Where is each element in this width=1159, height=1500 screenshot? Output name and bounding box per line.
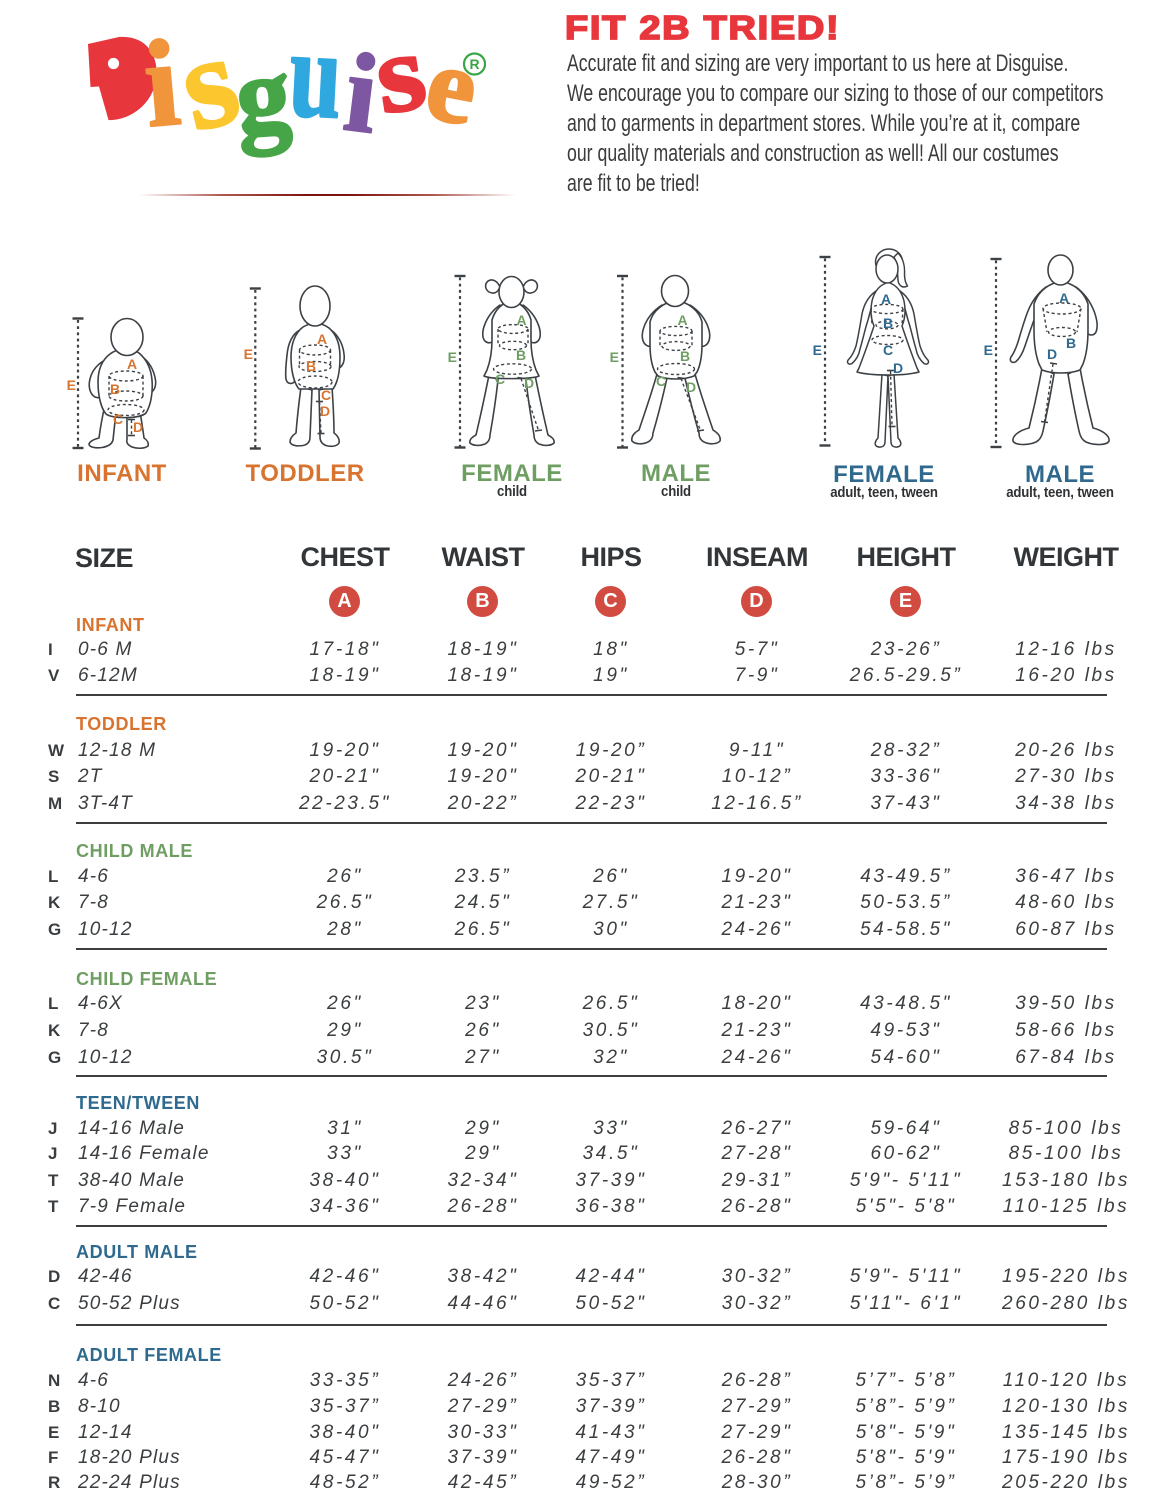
svg-text:u: u bbox=[286, 25, 345, 144]
svg-text:E: E bbox=[813, 342, 822, 358]
svg-text:A: A bbox=[1059, 290, 1069, 306]
svg-text:C: C bbox=[495, 371, 505, 387]
svg-text:E: E bbox=[984, 342, 993, 358]
svg-text:C: C bbox=[883, 342, 893, 358]
svg-text:B: B bbox=[516, 347, 526, 363]
svg-text:D: D bbox=[320, 403, 330, 419]
svg-text:g: g bbox=[232, 32, 294, 157]
svg-text:D: D bbox=[1047, 346, 1057, 362]
svg-text:C: C bbox=[321, 387, 331, 403]
svg-text:E: E bbox=[244, 346, 253, 362]
svg-text:A: A bbox=[516, 312, 526, 328]
svg-text:D: D bbox=[686, 379, 696, 395]
svg-text:B: B bbox=[1066, 335, 1076, 351]
svg-text:D: D bbox=[893, 360, 903, 376]
svg-text:B: B bbox=[306, 358, 316, 374]
svg-text:E: E bbox=[67, 377, 76, 393]
svg-text:D: D bbox=[524, 375, 534, 391]
svg-text:C: C bbox=[656, 373, 666, 389]
svg-text:E: E bbox=[448, 349, 457, 365]
svg-text:e: e bbox=[417, 25, 487, 149]
svg-text:A: A bbox=[677, 312, 687, 328]
svg-text:B: B bbox=[883, 315, 893, 331]
svg-text:A: A bbox=[317, 331, 327, 347]
svg-text:B: B bbox=[680, 348, 690, 364]
svg-text:A: A bbox=[127, 356, 137, 372]
svg-text:B: B bbox=[110, 381, 120, 397]
svg-text:E: E bbox=[610, 349, 619, 365]
svg-text:D: D bbox=[133, 419, 143, 435]
svg-text:R: R bbox=[469, 56, 479, 72]
svg-text:C: C bbox=[113, 411, 123, 427]
svg-text:A: A bbox=[881, 291, 891, 307]
